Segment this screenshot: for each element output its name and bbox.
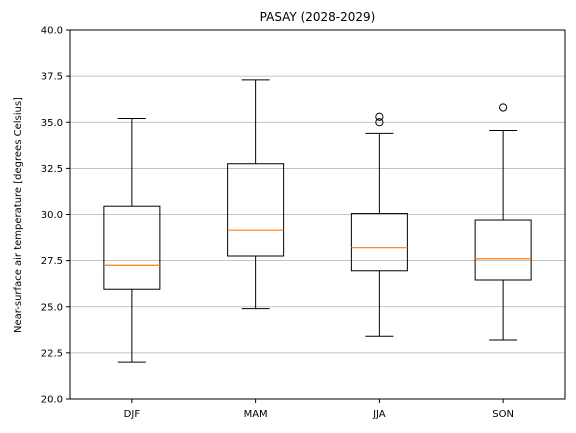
iqr-box	[474, 219, 532, 281]
x-tick-label: SON	[492, 409, 514, 420]
y-tick-label: 37.5	[41, 72, 63, 83]
x-axis-ticks: DJF MAM JJA SON	[124, 399, 514, 420]
box-mam	[227, 79, 285, 310]
box-jja	[350, 112, 408, 337]
grid-lines	[70, 75, 565, 354]
boxes	[103, 79, 532, 363]
y-tick-label: 40.0	[41, 26, 63, 37]
chart-title: PASAY (2028-2029)	[260, 10, 376, 24]
iqr-box	[103, 205, 161, 290]
outlier-point	[375, 118, 384, 127]
y-tick-label: 30.0	[41, 210, 63, 221]
box-son	[474, 103, 532, 341]
box-djf	[103, 118, 161, 363]
y-tick-label: 22.5	[41, 348, 63, 359]
outlier-point	[375, 112, 384, 121]
y-tick-label: 35.0	[41, 118, 63, 129]
x-tick-label: MAM	[244, 409, 268, 420]
y-tick-label: 25.0	[41, 302, 63, 313]
y-axis-ticks: 20.0 22.5 25.0 27.5 30.0 32.5 35.0 37.5 40.0	[41, 26, 70, 406]
y-tick-label: 27.5	[41, 256, 63, 267]
y-tick-label: 32.5	[41, 164, 63, 175]
y-axis-label: Near-surface air temperature [degrees Ce…	[13, 97, 24, 333]
iqr-box	[350, 213, 408, 272]
iqr-box	[227, 163, 285, 257]
x-tick-label: JJA	[372, 409, 386, 420]
x-tick-label: DJF	[124, 409, 141, 420]
outlier-point	[499, 103, 508, 112]
y-tick-label: 20.0	[41, 395, 63, 406]
